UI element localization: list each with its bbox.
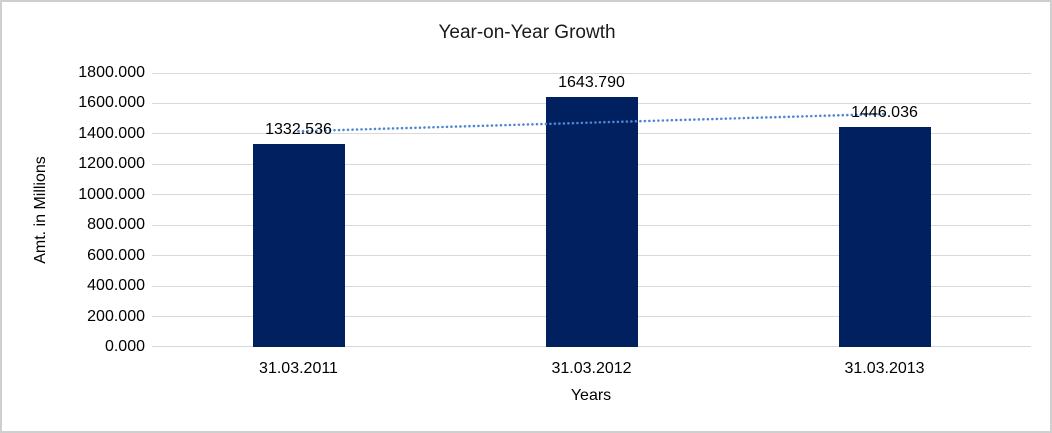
y-tick-label: 1200.000 (78, 155, 145, 173)
y-tick-label: 1000.000 (78, 185, 145, 203)
y-tick-label: 600.000 (87, 246, 145, 264)
y-tick-label: 200.000 (87, 307, 145, 325)
y-tick-label: 0.000 (104, 338, 145, 355)
bar (252, 144, 345, 347)
y-tick-label: 400.000 (87, 277, 145, 295)
y-tick-label: 1400.000 (78, 124, 145, 142)
y-tick-label: 800.000 (87, 216, 145, 234)
plot-area: 1332.536 1643.790 1446.036 (152, 72, 1031, 347)
y-tick-label: 1800.000 (78, 64, 145, 81)
x-category-label: 31.03.2012 (551, 360, 632, 377)
bar-data-label: 1643.790 (558, 73, 625, 91)
chart-title: Year-on-Year Growth (438, 22, 616, 43)
y-tick-label: 1600.000 (78, 94, 145, 112)
x-axis-title: Years (570, 387, 612, 404)
trendline (297, 112, 886, 133)
x-category-label: 31.03.2013 (844, 360, 925, 377)
bar-data-label: 1332.536 (265, 121, 332, 139)
x-category-label: 31.03.2011 (259, 360, 338, 377)
gridline (152, 72, 1031, 74)
bar (545, 96, 638, 347)
bar-data-label: 1446.036 (851, 103, 918, 121)
bar (838, 126, 931, 347)
